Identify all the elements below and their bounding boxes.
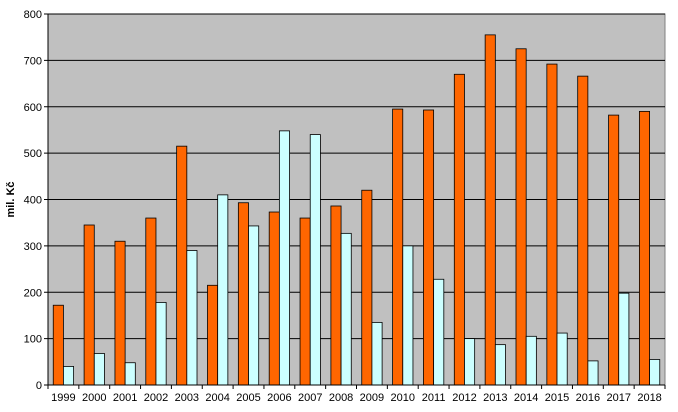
bar-series-1 xyxy=(484,34,496,386)
x-tick-label: 2002 xyxy=(144,392,168,404)
bar-series-1 xyxy=(638,110,650,386)
axes xyxy=(44,13,666,389)
bar-series-1 xyxy=(453,73,465,386)
bar-series-1 xyxy=(268,211,280,386)
bar-series-2 xyxy=(371,321,383,386)
bar-series-1 xyxy=(299,217,311,386)
y-axis-title: mil. Kč xyxy=(5,181,17,217)
bar-series-2 xyxy=(186,250,198,386)
x-tick-label: 2008 xyxy=(329,392,353,404)
x-tick-label: 2007 xyxy=(298,392,322,404)
x-tick-label: 1999 xyxy=(51,392,75,404)
x-tick-label: 2013 xyxy=(483,392,507,404)
x-tick-labels: 1999 2000 2001 2002 2003 2004 2005 2006 2007 2008… xyxy=(51,392,662,404)
bar-series-1 xyxy=(83,224,95,386)
x-tick-label: 2012 xyxy=(452,392,476,404)
bar-series-2 xyxy=(278,130,290,386)
x-tick-label: 2000 xyxy=(82,392,106,404)
x-tick-label: 2004 xyxy=(205,392,229,404)
bar-series-2 xyxy=(525,335,537,386)
bar-series-1 xyxy=(237,202,249,386)
bar-series-1 xyxy=(176,145,188,386)
y-tick-label: 300 xyxy=(24,241,42,253)
bar-series-2 xyxy=(155,302,167,386)
bar-series-1 xyxy=(392,108,404,386)
bar-series-2 xyxy=(618,292,630,386)
bar-series-2 xyxy=(494,344,506,386)
x-tick-label: 2018 xyxy=(637,392,661,404)
x-tick-label: 2010 xyxy=(391,392,415,404)
x-tick-label: 2017 xyxy=(606,392,630,404)
bar-series-1 xyxy=(608,114,620,386)
bar-series-1 xyxy=(145,217,157,386)
bar-series-2 xyxy=(556,332,568,386)
x-tick-label: 2015 xyxy=(545,392,569,404)
bar-series-2 xyxy=(340,232,352,386)
bar-series-1 xyxy=(515,48,527,386)
y-tick-label: 100 xyxy=(24,334,42,346)
x-tick-label: 2003 xyxy=(175,392,199,404)
bar-series-2 xyxy=(93,353,105,386)
bar-series-1 xyxy=(577,75,589,386)
y-tick-label: 0 xyxy=(36,380,42,392)
x-tick-label: 2006 xyxy=(267,392,291,404)
bar-series-1 xyxy=(330,205,342,386)
bar-series-1 xyxy=(52,304,64,386)
bar-series-1 xyxy=(361,189,373,386)
bar-series-2 xyxy=(248,225,260,386)
y-tick-label: 400 xyxy=(24,195,42,207)
bar-series-1 xyxy=(546,63,558,386)
y-tick-label: 200 xyxy=(24,287,42,299)
bar-series-1 xyxy=(207,284,219,386)
bar-series-2 xyxy=(309,134,321,386)
x-tick-label: 2014 xyxy=(514,392,538,404)
bars xyxy=(52,34,661,386)
x-tick-label: 2016 xyxy=(576,392,600,404)
bar-series-2 xyxy=(402,245,414,386)
bar-series-2 xyxy=(433,278,445,386)
bar-series-1 xyxy=(423,109,435,386)
bar-series-2 xyxy=(649,359,661,386)
y-tick-label: 800 xyxy=(24,9,42,21)
y-tick-label: 700 xyxy=(24,55,42,67)
bar-series-2 xyxy=(63,366,75,386)
bar-series-2 xyxy=(124,362,136,386)
bar-series-2 xyxy=(217,194,229,386)
y-tick-labels: 0 100 200 300 400 500 600 700 800 xyxy=(24,9,42,392)
bar-series-2 xyxy=(587,360,599,386)
y-tick-label: 600 xyxy=(24,102,42,114)
y-tick-label: 500 xyxy=(24,148,42,160)
bar-series-2 xyxy=(464,338,476,386)
x-tick-label: 2005 xyxy=(236,392,260,404)
bar-series-1 xyxy=(114,240,126,386)
x-tick-label: 2001 xyxy=(113,392,137,404)
x-tick-label: 2011 xyxy=(422,392,446,404)
x-tick-label: 2009 xyxy=(360,392,384,404)
